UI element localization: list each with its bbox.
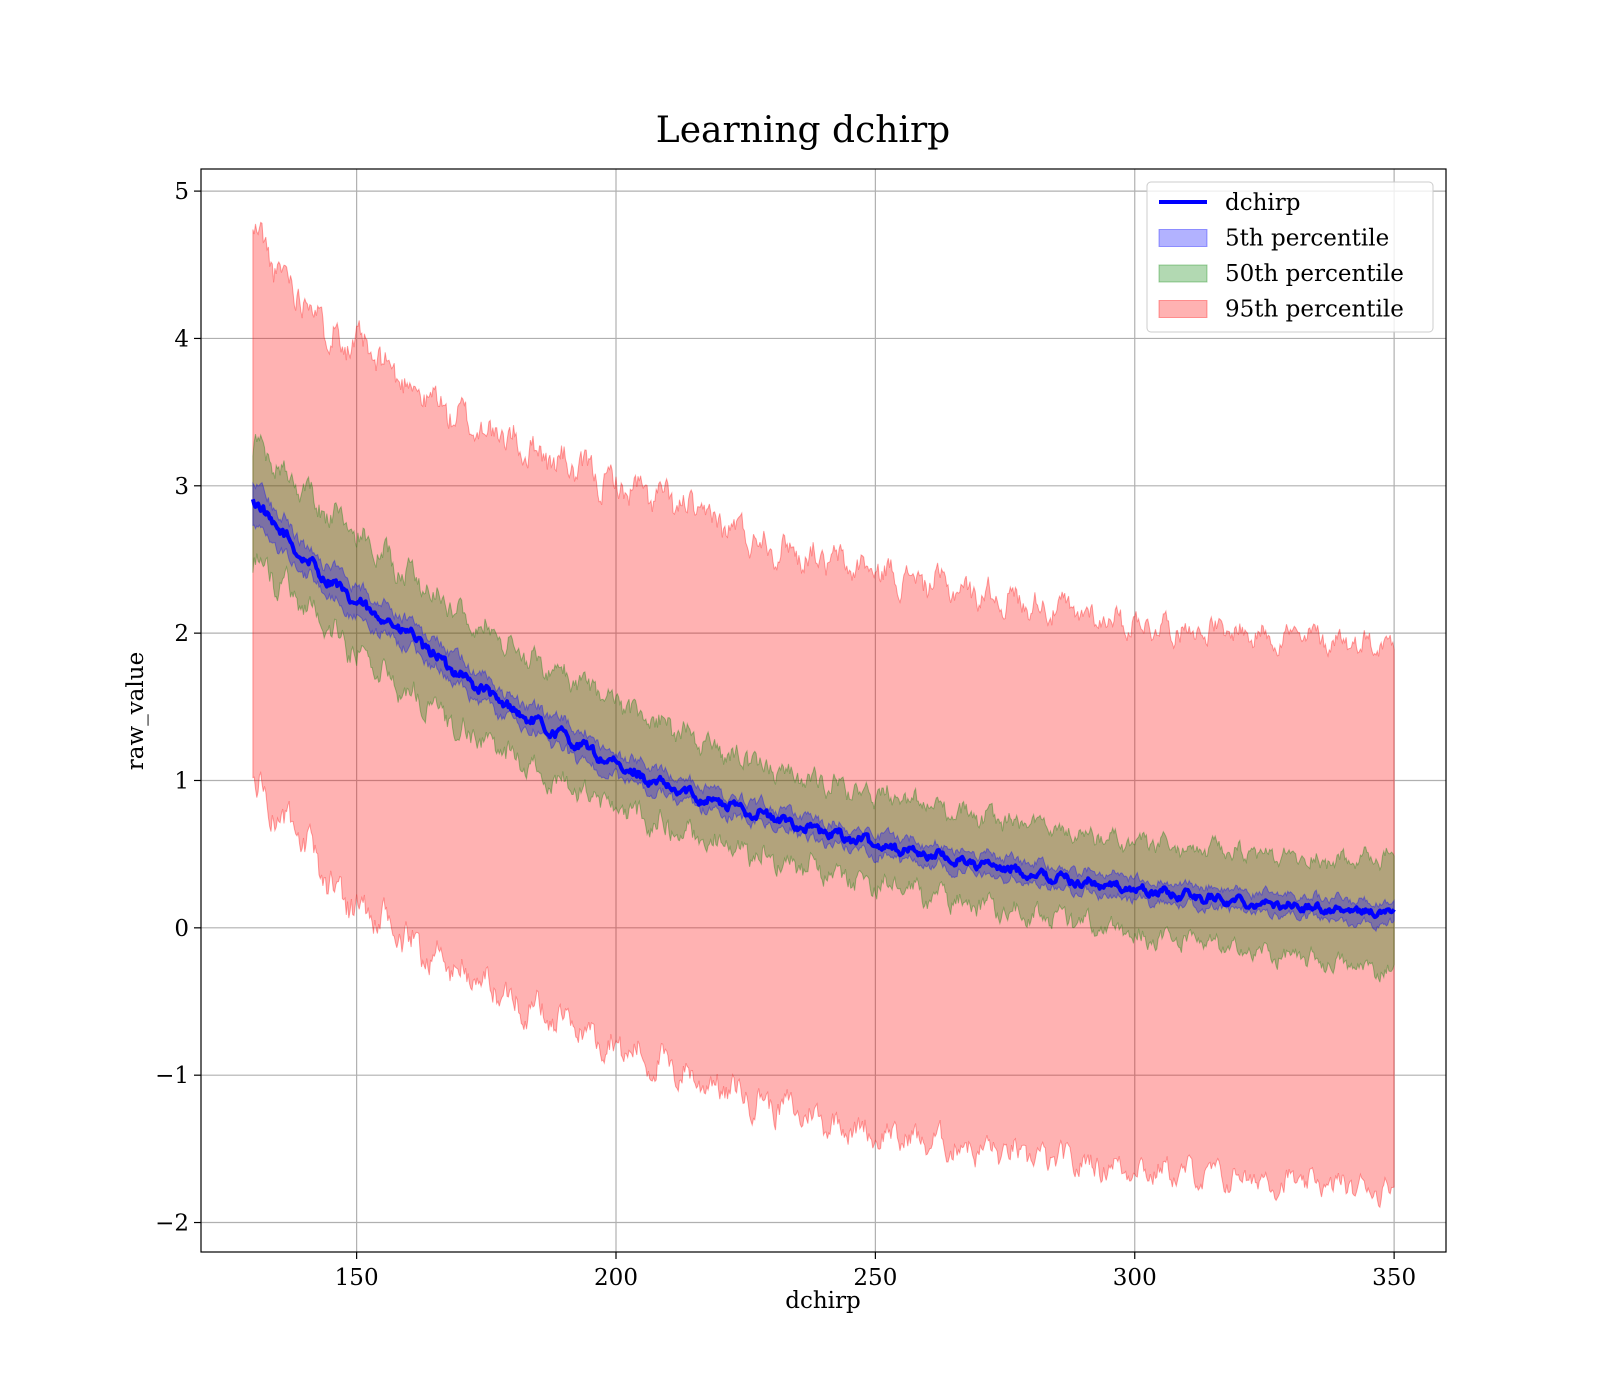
- x-tick-label: 350: [1372, 1265, 1416, 1291]
- y-axis-label: raw_value: [123, 652, 149, 770]
- chart-title: Learning dchirp: [656, 110, 950, 151]
- legend-box: [1146, 181, 1434, 333]
- legend-label-95th-percentile: 95th percentile: [1225, 297, 1404, 323]
- legend-swatch-5th-percentile: [1158, 229, 1208, 247]
- x-axis-ticks: 150 200 250 300 350: [335, 1252, 1416, 1291]
- x-tick-label: 150: [335, 1265, 379, 1291]
- legend-label-50th-percentile: 50th percentile: [1225, 261, 1404, 287]
- band-50th-percentile: [252, 433, 1395, 983]
- y-tick-label: 4: [174, 326, 189, 352]
- x-axis-label: dchirp: [785, 1288, 861, 1314]
- band-5th-percentile: [252, 481, 1395, 933]
- y-tick-label: −1: [155, 1063, 189, 1089]
- x-tick-label: 250: [853, 1265, 897, 1291]
- y-tick-label: 2: [174, 621, 189, 647]
- y-axis-ticks: −2 −1 0 1 2 3 4 5: [155, 179, 201, 1237]
- legend-swatch-95th-percentile: [1158, 300, 1208, 318]
- y-tick-label: 5: [174, 179, 189, 205]
- percentile-bands: [252, 221, 1395, 1209]
- band-95th-percentile: [252, 221, 1395, 1209]
- y-tick-label: 3: [174, 474, 189, 500]
- series-lines: [250, 498, 1396, 920]
- series-line-dchirp: [250, 498, 1396, 920]
- legend: dchirp 5th percentile 50th percentile 95th …: [1146, 181, 1434, 333]
- y-tick-label: 1: [174, 768, 189, 794]
- y-tick-label: −2: [155, 1211, 189, 1237]
- legend-label-5th-percentile: 5th percentile: [1225, 226, 1389, 252]
- plot-frame: [200, 168, 1447, 1253]
- legend-label-dchirp: dchirp: [1225, 190, 1301, 216]
- x-tick-label: 300: [1113, 1265, 1157, 1291]
- x-tick-label: 200: [594, 1265, 638, 1291]
- y-tick-label: 0: [174, 916, 189, 942]
- legend-swatch-50th-percentile: [1158, 264, 1208, 283]
